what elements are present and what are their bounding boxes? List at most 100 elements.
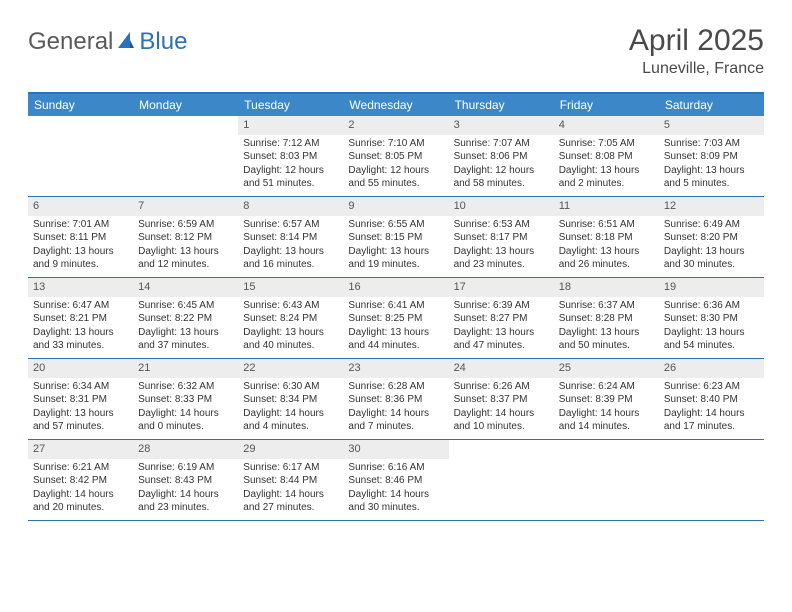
- logo: General Blue: [28, 28, 187, 56]
- sunset-text: Sunset: 8:34 PM: [243, 393, 338, 407]
- day-cell: 29Sunrise: 6:17 AMSunset: 8:44 PMDayligh…: [238, 440, 343, 520]
- day-body: Sunrise: 6:19 AMSunset: 8:43 PMDaylight:…: [133, 459, 238, 519]
- day-cell: .: [133, 116, 238, 196]
- day-number: 1: [238, 116, 343, 135]
- day-cell: 3Sunrise: 7:07 AMSunset: 8:06 PMDaylight…: [449, 116, 554, 196]
- sunrise-text: Sunrise: 6:34 AM: [33, 380, 128, 394]
- daylight-text: Daylight: 13 hours and 37 minutes.: [138, 326, 233, 353]
- day-header-wednesday: Wednesday: [343, 94, 448, 116]
- day-cell: .: [449, 440, 554, 520]
- day-cell: 18Sunrise: 6:37 AMSunset: 8:28 PMDayligh…: [554, 278, 659, 358]
- sunrise-text: Sunrise: 6:23 AM: [664, 380, 759, 394]
- sunset-text: Sunset: 8:12 PM: [138, 231, 233, 245]
- sunrise-text: Sunrise: 6:30 AM: [243, 380, 338, 394]
- sunset-text: Sunset: 8:39 PM: [559, 393, 654, 407]
- day-cell: 5Sunrise: 7:03 AMSunset: 8:09 PMDaylight…: [659, 116, 764, 196]
- day-body: Sunrise: 6:32 AMSunset: 8:33 PMDaylight:…: [133, 378, 238, 438]
- sunset-text: Sunset: 8:20 PM: [664, 231, 759, 245]
- day-number: 25: [554, 359, 659, 378]
- daylight-text: Daylight: 12 hours and 55 minutes.: [348, 164, 443, 191]
- day-cell: .: [28, 116, 133, 196]
- day-number: 6: [28, 197, 133, 216]
- sunset-text: Sunset: 8:42 PM: [33, 474, 128, 488]
- daylight-text: Daylight: 14 hours and 20 minutes.: [33, 488, 128, 515]
- day-number: 8: [238, 197, 343, 216]
- sunrise-text: Sunrise: 6:19 AM: [138, 461, 233, 475]
- daylight-text: Daylight: 13 hours and 54 minutes.: [664, 326, 759, 353]
- day-body: Sunrise: 7:07 AMSunset: 8:06 PMDaylight:…: [449, 135, 554, 195]
- day-cell: 9Sunrise: 6:55 AMSunset: 8:15 PMDaylight…: [343, 197, 448, 277]
- sunset-text: Sunset: 8:37 PM: [454, 393, 549, 407]
- sunset-text: Sunset: 8:28 PM: [559, 312, 654, 326]
- sunset-text: Sunset: 8:08 PM: [559, 150, 654, 164]
- daylight-text: Daylight: 14 hours and 10 minutes.: [454, 407, 549, 434]
- day-cell: 14Sunrise: 6:45 AMSunset: 8:22 PMDayligh…: [133, 278, 238, 358]
- day-body: Sunrise: 6:49 AMSunset: 8:20 PMDaylight:…: [659, 216, 764, 276]
- sunset-text: Sunset: 8:43 PM: [138, 474, 233, 488]
- day-body: Sunrise: 6:53 AMSunset: 8:17 PMDaylight:…: [449, 216, 554, 276]
- location-label: Luneville, France: [629, 60, 764, 78]
- daylight-text: Daylight: 13 hours and 19 minutes.: [348, 245, 443, 272]
- day-body: Sunrise: 6:57 AMSunset: 8:14 PMDaylight:…: [238, 216, 343, 276]
- day-number: 17: [449, 278, 554, 297]
- day-body: Sunrise: 6:26 AMSunset: 8:37 PMDaylight:…: [449, 378, 554, 438]
- sunrise-text: Sunrise: 7:12 AM: [243, 137, 338, 151]
- day-body: Sunrise: 6:41 AMSunset: 8:25 PMDaylight:…: [343, 297, 448, 357]
- daylight-text: Daylight: 14 hours and 7 minutes.: [348, 407, 443, 434]
- day-number: 3: [449, 116, 554, 135]
- day-cell: 10Sunrise: 6:53 AMSunset: 8:17 PMDayligh…: [449, 197, 554, 277]
- daylight-text: Daylight: 13 hours and 2 minutes.: [559, 164, 654, 191]
- day-number: 26: [659, 359, 764, 378]
- day-number: 23: [343, 359, 448, 378]
- logo-text-general: General: [28, 28, 113, 56]
- sunrise-text: Sunrise: 6:47 AM: [33, 299, 128, 313]
- sunset-text: Sunset: 8:05 PM: [348, 150, 443, 164]
- day-number: 28: [133, 440, 238, 459]
- day-body: Sunrise: 6:59 AMSunset: 8:12 PMDaylight:…: [133, 216, 238, 276]
- week-row: 20Sunrise: 6:34 AMSunset: 8:31 PMDayligh…: [28, 359, 764, 440]
- day-cell: 25Sunrise: 6:24 AMSunset: 8:39 PMDayligh…: [554, 359, 659, 439]
- sunrise-text: Sunrise: 6:17 AM: [243, 461, 338, 475]
- sunset-text: Sunset: 8:25 PM: [348, 312, 443, 326]
- sunset-text: Sunset: 8:46 PM: [348, 474, 443, 488]
- daylight-text: Daylight: 14 hours and 14 minutes.: [559, 407, 654, 434]
- logo-sail-icon: [116, 30, 136, 55]
- day-number: 30: [343, 440, 448, 459]
- sunset-text: Sunset: 8:09 PM: [664, 150, 759, 164]
- day-number: 21: [133, 359, 238, 378]
- sunrise-text: Sunrise: 7:03 AM: [664, 137, 759, 151]
- sunset-text: Sunset: 8:31 PM: [33, 393, 128, 407]
- day-cell: .: [554, 440, 659, 520]
- sunrise-text: Sunrise: 6:21 AM: [33, 461, 128, 475]
- day-body: Sunrise: 6:55 AMSunset: 8:15 PMDaylight:…: [343, 216, 448, 276]
- week-row: 6Sunrise: 7:01 AMSunset: 8:11 PMDaylight…: [28, 197, 764, 278]
- day-cell: 24Sunrise: 6:26 AMSunset: 8:37 PMDayligh…: [449, 359, 554, 439]
- day-header-monday: Monday: [133, 94, 238, 116]
- day-number: 24: [449, 359, 554, 378]
- day-cell: 30Sunrise: 6:16 AMSunset: 8:46 PMDayligh…: [343, 440, 448, 520]
- day-cell: 12Sunrise: 6:49 AMSunset: 8:20 PMDayligh…: [659, 197, 764, 277]
- sunset-text: Sunset: 8:11 PM: [33, 231, 128, 245]
- day-cell: 17Sunrise: 6:39 AMSunset: 8:27 PMDayligh…: [449, 278, 554, 358]
- day-number: 20: [28, 359, 133, 378]
- sunrise-text: Sunrise: 6:16 AM: [348, 461, 443, 475]
- day-body: Sunrise: 6:34 AMSunset: 8:31 PMDaylight:…: [28, 378, 133, 438]
- day-number: 2: [343, 116, 448, 135]
- day-number: 14: [133, 278, 238, 297]
- sunrise-text: Sunrise: 6:53 AM: [454, 218, 549, 232]
- day-number: 27: [28, 440, 133, 459]
- sunset-text: Sunset: 8:03 PM: [243, 150, 338, 164]
- daylight-text: Daylight: 13 hours and 12 minutes.: [138, 245, 233, 272]
- day-number: 12: [659, 197, 764, 216]
- sunset-text: Sunset: 8:14 PM: [243, 231, 338, 245]
- sunset-text: Sunset: 8:18 PM: [559, 231, 654, 245]
- day-header-row: SundayMondayTuesdayWednesdayThursdayFrid…: [28, 94, 764, 116]
- sunrise-text: Sunrise: 6:49 AM: [664, 218, 759, 232]
- day-body: Sunrise: 7:05 AMSunset: 8:08 PMDaylight:…: [554, 135, 659, 195]
- sunrise-text: Sunrise: 6:59 AM: [138, 218, 233, 232]
- day-cell: 4Sunrise: 7:05 AMSunset: 8:08 PMDaylight…: [554, 116, 659, 196]
- daylight-text: Daylight: 13 hours and 16 minutes.: [243, 245, 338, 272]
- day-cell: 1Sunrise: 7:12 AMSunset: 8:03 PMDaylight…: [238, 116, 343, 196]
- daylight-text: Daylight: 14 hours and 23 minutes.: [138, 488, 233, 515]
- day-number: 18: [554, 278, 659, 297]
